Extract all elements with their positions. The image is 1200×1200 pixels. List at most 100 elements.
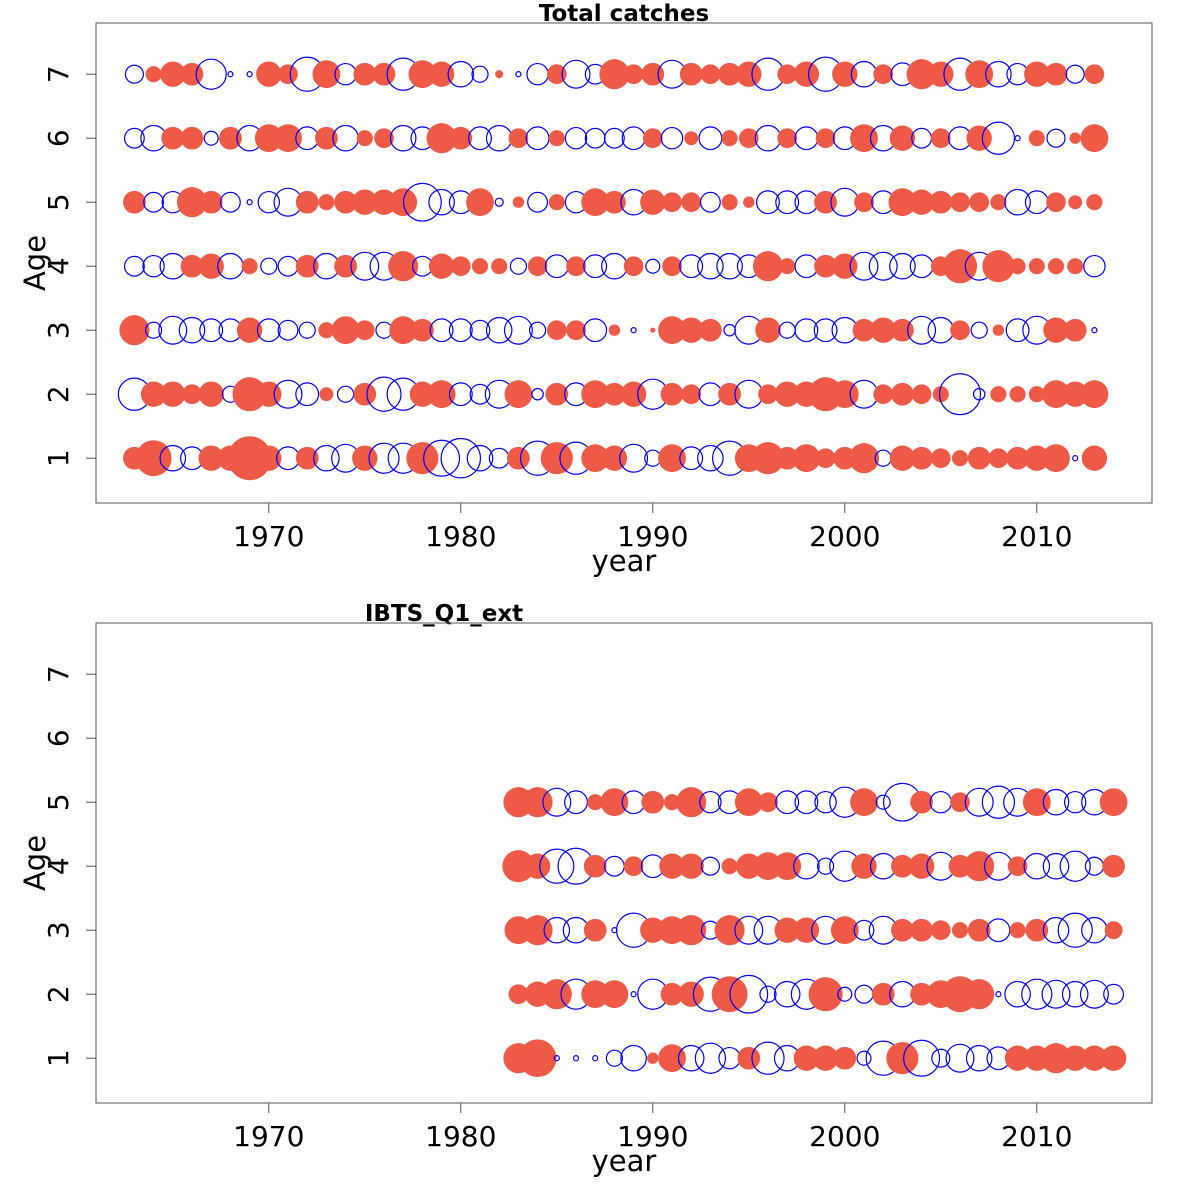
negative-residual-bubble xyxy=(1042,788,1070,816)
positive-residual-bubble xyxy=(758,792,778,813)
positive-residual-bubble xyxy=(319,387,334,402)
negative-residual-bubble xyxy=(837,986,853,1002)
positive-residual-bubble xyxy=(1025,918,1049,942)
positive-residual-bubble xyxy=(508,128,529,149)
negative-residual-bubble xyxy=(583,254,608,279)
positive-residual-bubble xyxy=(967,918,991,942)
positive-residual-bubble xyxy=(623,256,644,277)
positive-residual-bubble xyxy=(886,1042,919,1075)
negative-residual-bubble xyxy=(1042,916,1070,944)
positive-residual-bubble xyxy=(1043,317,1069,343)
positive-residual-bubble xyxy=(295,446,319,470)
x-axis: 1970 1980 1990 2000 2010 xyxy=(233,503,1072,553)
negative-residual-bubble xyxy=(697,444,724,472)
positive-residual-bubble xyxy=(678,853,704,879)
positive-residual-bubble xyxy=(176,187,208,218)
positive-residual-bubble xyxy=(848,443,880,474)
positive-residual-bubble xyxy=(814,190,837,214)
negative-residual-bubble xyxy=(660,126,684,150)
negative-residual-bubble xyxy=(584,127,606,149)
negative-residual-bubble xyxy=(526,62,549,86)
negative-residual-bubble xyxy=(909,254,934,279)
negative-residual-bubble xyxy=(814,790,837,814)
negative-residual-bubble xyxy=(368,442,400,474)
positive-residual-bubble xyxy=(911,384,932,405)
positive-residual-bubble xyxy=(964,979,995,1010)
negative-residual-bubble xyxy=(539,848,575,884)
positive-residual-bubble xyxy=(566,320,586,341)
negative-residual-bubble xyxy=(260,257,278,275)
positive-residual-bubble xyxy=(1044,62,1068,86)
positive-residual-bubble xyxy=(1102,854,1125,878)
positive-residual-bubble xyxy=(198,445,224,471)
negative-residual-bubble xyxy=(679,446,704,471)
y-tick-label: 3 xyxy=(42,921,75,939)
x-tick-label: 1990 xyxy=(617,520,688,553)
positive-residual-bubble xyxy=(1046,192,1066,213)
positive-residual-bubble xyxy=(581,380,610,409)
negative-residual-bubble xyxy=(965,1044,993,1072)
positive-residual-bubble xyxy=(930,448,951,469)
positive-residual-bubble xyxy=(140,381,167,407)
negative-residual-bubble xyxy=(468,126,492,151)
positive-residual-bubble xyxy=(832,61,858,87)
positive-residual-bubble xyxy=(774,917,800,943)
negative-residual-bubble xyxy=(227,71,234,78)
negative-residual-bubble xyxy=(778,321,796,339)
negative-residual-bubble xyxy=(756,190,780,215)
positive-residual-bubble xyxy=(1104,921,1123,940)
positive-residual-bubble xyxy=(315,126,338,150)
negative-residual-bubble xyxy=(1021,978,1053,1010)
negative-residual-bubble xyxy=(1072,455,1079,462)
positive-residual-bubble xyxy=(658,316,686,345)
negative-residual-bubble xyxy=(754,124,782,152)
positive-residual-bubble xyxy=(951,450,969,467)
x-tick-label: 1980 xyxy=(425,1120,496,1153)
negative-residual-bubble xyxy=(525,126,550,151)
positive-residual-bubble xyxy=(504,380,533,409)
positive-residual-bubble xyxy=(219,126,242,150)
positive-residual-bubble xyxy=(663,794,681,811)
negative-residual-bubble xyxy=(938,373,982,416)
positive-residual-bubble xyxy=(471,258,489,275)
positive-residual-bubble xyxy=(1024,445,1050,471)
positive-residual-bubble xyxy=(1069,132,1081,144)
negative-residual-bubble xyxy=(964,787,994,817)
positive-residual-bubble xyxy=(1042,444,1070,473)
negative-residual-bubble xyxy=(794,126,819,151)
negative-residual-bubble xyxy=(759,985,777,1003)
x-tick-label: 1970 xyxy=(233,1120,304,1153)
positive-residual-bubble xyxy=(546,64,567,85)
positive-residual-bubble xyxy=(658,444,686,473)
negative-residual-bubble xyxy=(630,991,637,998)
positive-residual-bubble xyxy=(965,60,994,89)
positive-residual-bubble xyxy=(678,317,704,343)
positive-residual-bubble xyxy=(640,189,666,215)
positive-residual-bubble xyxy=(334,190,357,214)
positive-residual-bubble xyxy=(891,918,914,942)
positive-residual-bubble xyxy=(254,124,283,153)
y-tick-label: 3 xyxy=(42,321,75,339)
positive-residual-bubble xyxy=(889,125,916,151)
positive-residual-bubble xyxy=(743,196,755,208)
negative-residual-bubble xyxy=(159,444,187,472)
positive-residual-bubble xyxy=(1009,386,1026,403)
positive-residual-bubble xyxy=(1080,380,1109,409)
positive-residual-bubble xyxy=(331,316,360,345)
negative-residual-bubble xyxy=(528,321,547,339)
positive-residual-bubble xyxy=(318,194,335,211)
positive-residual-bubble xyxy=(508,984,529,1005)
positive-residual-bubble xyxy=(641,62,665,86)
positive-residual-bubble xyxy=(623,856,644,877)
positive-residual-bubble xyxy=(752,251,784,282)
positive-residual-bubble xyxy=(950,792,970,813)
positive-residual-bubble xyxy=(583,854,607,878)
positive-residual-bubble xyxy=(1022,788,1051,817)
positive-residual-bubble xyxy=(1100,1045,1127,1071)
positive-residual-bubble xyxy=(587,794,604,811)
positive-residual-bubble xyxy=(353,62,377,86)
negative-residual-bubble xyxy=(619,443,649,473)
positive-residual-bubble xyxy=(518,1039,557,1078)
negative-residual-bubble xyxy=(531,387,544,401)
positive-residual-bubble xyxy=(950,320,970,341)
